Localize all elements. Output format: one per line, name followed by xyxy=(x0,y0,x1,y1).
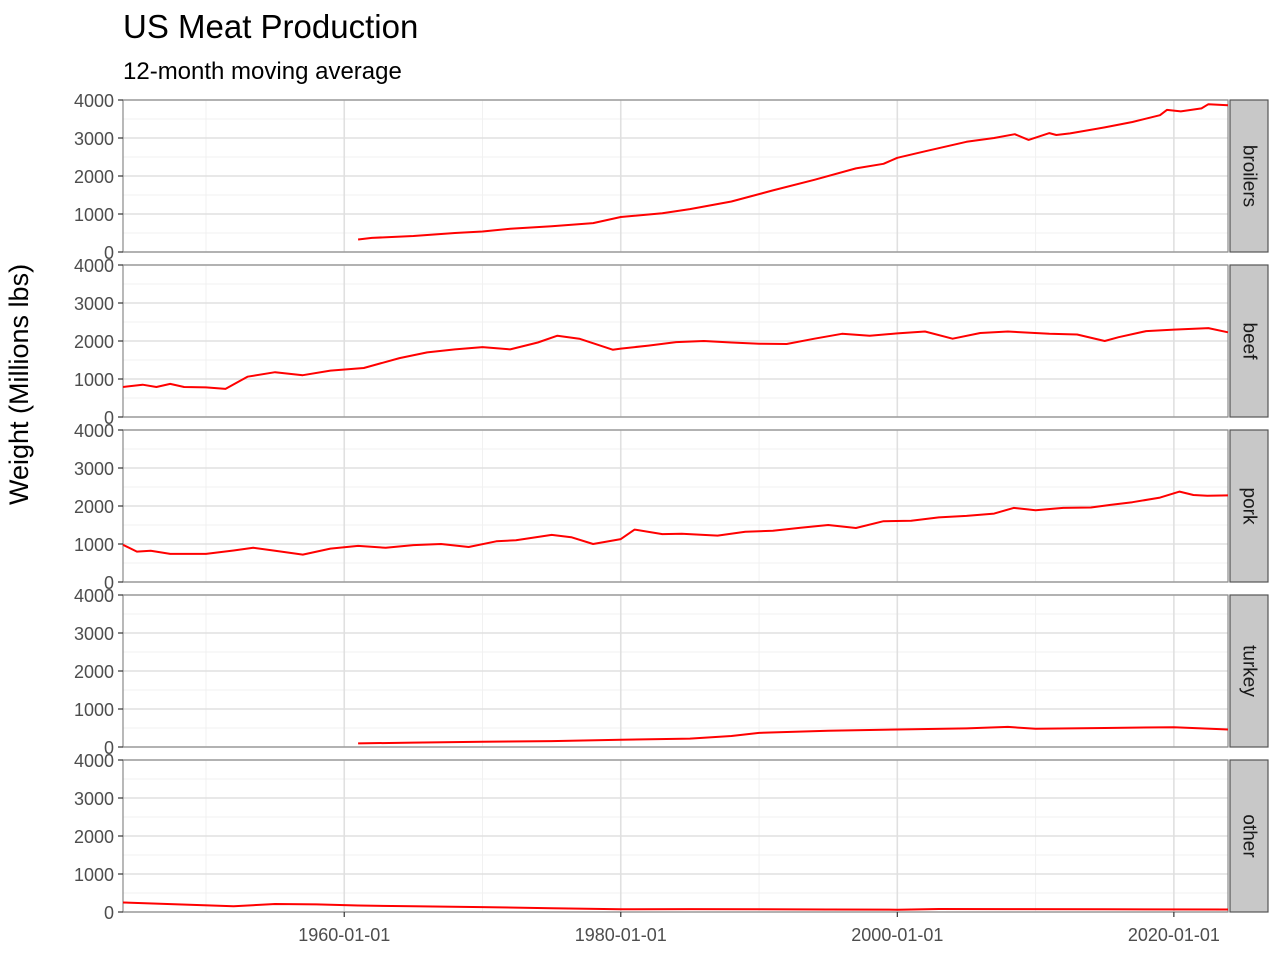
y-tick-label: 2000 xyxy=(74,497,114,517)
facet-panel-broilers: 0 1000 2000 3000 4000 broilers xyxy=(74,91,1269,263)
series-line-other xyxy=(122,901,1229,911)
x-tick-label: 1980-01-01 xyxy=(575,925,667,945)
y-tick-label: 1000 xyxy=(74,700,114,720)
y-tick-label: 4000 xyxy=(74,586,114,606)
y-tick-label: 0 xyxy=(104,408,114,428)
series-line-pork xyxy=(122,490,1229,556)
y-tick-label: 3000 xyxy=(74,129,114,149)
facet-label: beef xyxy=(1239,323,1260,361)
y-tick-label: 0 xyxy=(104,903,114,923)
y-tick-label: 0 xyxy=(104,243,114,263)
y-tick-label: 4000 xyxy=(74,91,114,111)
facet-strip-beef xyxy=(1229,264,1269,418)
chart-subtitle: 12-month moving average xyxy=(123,58,402,85)
y-tick-label: 1000 xyxy=(74,865,114,885)
facet-strip-pork xyxy=(1229,429,1269,583)
facet-panel-turkey: 0 1000 2000 3000 4000 turkey xyxy=(74,586,1269,758)
y-tick-label: 3000 xyxy=(74,294,114,314)
y-tick-label: 2000 xyxy=(74,332,114,352)
series-line-turkey xyxy=(358,725,1229,745)
facet-strip-other xyxy=(1229,759,1269,913)
facet-strip-broilers xyxy=(1229,99,1269,253)
y-tick-label: 3000 xyxy=(74,459,114,479)
y-tick-label: 4000 xyxy=(74,751,114,771)
y-tick-label: 1000 xyxy=(74,205,114,225)
facet-panel-other: 0 1000 2000 3000 4000 other xyxy=(74,751,1269,923)
y-tick-label: 2000 xyxy=(74,827,114,847)
x-tick-label: 2020-01-01 xyxy=(1128,925,1220,945)
x-tick-label: 2000-01-01 xyxy=(851,925,943,945)
facet-panel-pork: 0 1000 2000 3000 4000 pork xyxy=(74,421,1269,593)
y-tick-label: 0 xyxy=(104,573,114,593)
series-line-beef xyxy=(122,327,1229,390)
x-tick-label: 1960-01-01 xyxy=(298,925,390,945)
facet-label: other xyxy=(1239,814,1260,858)
series-line-broilers xyxy=(357,103,1229,241)
facet-strip-turkey xyxy=(1229,594,1269,748)
facet-label: turkey xyxy=(1239,645,1260,697)
y-tick-label: 3000 xyxy=(74,624,114,644)
y-tick-label: 1000 xyxy=(74,370,114,390)
chart-title: US Meat Production xyxy=(123,8,419,45)
facet-panel-beef: 0 1000 2000 3000 4000 beef xyxy=(74,256,1269,428)
y-tick-label: 0 xyxy=(104,738,114,758)
y-tick-label: 4000 xyxy=(74,421,114,441)
y-tick-label: 4000 xyxy=(74,256,114,276)
y-tick-label: 2000 xyxy=(74,662,114,682)
facet-label: pork xyxy=(1239,488,1260,525)
y-tick-label: 1000 xyxy=(74,535,114,555)
facet-label: broilers xyxy=(1239,145,1260,207)
y-tick-label: 3000 xyxy=(74,789,114,809)
y-tick-label: 2000 xyxy=(74,167,114,187)
